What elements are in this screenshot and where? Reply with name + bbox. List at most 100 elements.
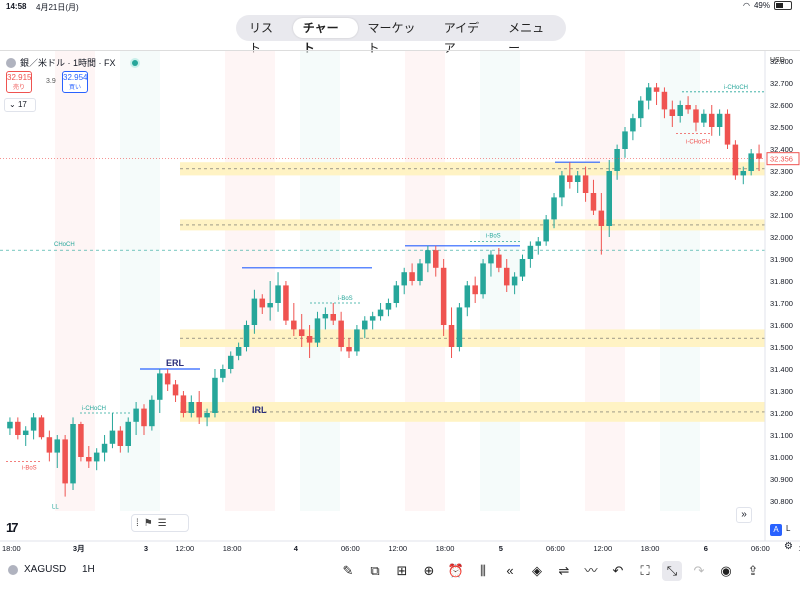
drawing-toolbar[interactable]: ⁞ ⚑ ☰ <box>131 514 189 532</box>
status-bar: 14:58 4月21日(月) ◠ 49% <box>0 0 800 14</box>
candle-body <box>456 307 463 347</box>
time-tick: 12:00 <box>388 544 407 553</box>
price-tick: 31.800 <box>770 277 793 286</box>
fullscreen-icon[interactable]: ⛶ <box>640 563 650 578</box>
candle-body <box>425 250 431 264</box>
i-choch-label: i-CHoCH <box>724 85 748 91</box>
candle-body <box>212 377 218 413</box>
indicator-collapse-button[interactable]: ⌄ 17 <box>4 98 36 112</box>
nav-tab-4[interactable]: メニュー <box>508 21 545 55</box>
candle-body <box>598 210 605 226</box>
nav-tab-1[interactable]: チャート <box>292 18 358 55</box>
price-chart[interactable]: ERL IRL CHoCH i-CHoCH i-BoS i-BoS i-BoS i-CHoCH… <box>0 51 800 556</box>
candle-body <box>267 303 273 308</box>
erl-label: ERL <box>166 358 185 368</box>
candle-body <box>125 421 131 446</box>
status-date: 4月21日(月) <box>36 3 79 12</box>
candle-body <box>606 171 612 226</box>
candle-body <box>685 105 691 110</box>
interval-button[interactable]: 1H <box>82 564 95 575</box>
candle-body <box>7 421 13 429</box>
price-tick: 32.200 <box>770 189 793 198</box>
undo-icon[interactable]: ↶ <box>612 563 624 578</box>
auto-scale-button[interactable]: A <box>770 524 782 536</box>
price-tick: 30.800 <box>770 497 793 506</box>
candle-body <box>78 424 84 457</box>
i-bos-label: i-BoS <box>338 296 353 302</box>
nav-tab-2[interactable]: マーケット <box>367 21 416 55</box>
pen-icon[interactable]: ✎ <box>342 563 354 578</box>
candle-body <box>322 314 329 319</box>
candle-body <box>188 402 195 413</box>
nav-tab-0[interactable]: リスト <box>249 21 274 55</box>
rewind-icon[interactable]: « <box>506 563 514 578</box>
time-tick: 12:00 <box>798 544 800 553</box>
price-tick: 32.400 <box>770 145 793 154</box>
candle-body <box>503 267 510 286</box>
candle-body <box>243 325 250 347</box>
indicator-count: 17 <box>17 100 27 109</box>
price-tick: 30.900 <box>770 475 793 484</box>
bottom-symbol-label: XAGUSD <box>24 564 67 575</box>
drag-handle-icon[interactable]: ⁞ <box>136 517 139 529</box>
candle-body <box>15 421 21 435</box>
grid-icon[interactable]: ⊞ <box>396 563 408 578</box>
price-tick: 31.400 <box>770 365 793 374</box>
price-tick: 31.200 <box>770 409 793 418</box>
candles-icon[interactable]: ⫼ <box>480 563 486 578</box>
candle-body <box>196 402 202 418</box>
candle-body <box>527 245 534 259</box>
sell-button[interactable]: 32.915 売り <box>6 71 32 93</box>
lines-settings-icon[interactable]: ☰ <box>157 517 167 529</box>
lightbulb-icon[interactable]: ◉ <box>720 563 732 578</box>
chart-type-icon[interactable]: ⧉ <box>370 563 380 578</box>
chart-area[interactable]: ERL IRL CHoCH i-CHoCH i-BoS i-BoS i-BoS i-CHoCH… <box>0 50 800 555</box>
bottom-symbol[interactable]: XAGUSD <box>8 564 66 575</box>
plus-circle-icon[interactable]: ⊕ <box>423 563 435 578</box>
price-tick: 31.300 <box>770 387 793 396</box>
candle-body <box>669 109 676 116</box>
candle-body <box>362 320 368 330</box>
price-tick: 31.500 <box>770 343 793 352</box>
collapse-icon[interactable]: ⤡ <box>662 561 682 581</box>
candle-body <box>511 276 518 286</box>
log-scale-button[interactable]: L <box>786 524 791 533</box>
drawing-icon[interactable]: 〰 <box>584 563 598 578</box>
alarm-icon[interactable]: ⏰ <box>447 563 465 578</box>
chevron-down-icon: ⌄ <box>9 100 16 109</box>
candle-body <box>93 452 100 462</box>
flag-pin-icon[interactable]: ⚑ <box>143 517 153 529</box>
candle-body <box>622 131 628 149</box>
share-icon[interactable]: ⇪ <box>747 563 759 578</box>
candle-body <box>472 285 478 295</box>
price-tick: 32.000 <box>770 233 793 242</box>
candle-body <box>574 175 581 182</box>
settings-gear-icon[interactable]: ⚙ <box>784 541 793 552</box>
candle-body <box>693 109 699 123</box>
candle-body <box>480 263 486 295</box>
layers-icon[interactable]: ◈ <box>532 563 542 578</box>
tradingview-logo-icon: 17 <box>6 520 19 535</box>
symbol-header[interactable]: 銀／米ドル · 1時間 · FX <box>6 56 138 69</box>
status-time: 14:58 <box>6 2 27 11</box>
candle-body <box>117 430 124 446</box>
price-tick: 32.300 <box>770 167 793 176</box>
battery-icon <box>774 1 792 10</box>
scroll-right-button[interactable]: » <box>736 507 752 523</box>
currency-label[interactable]: USD <box>770 57 785 64</box>
time-tick: 5 <box>499 544 503 553</box>
sliders-icon[interactable]: ⇌ <box>558 563 570 578</box>
candle-body <box>86 457 92 462</box>
buy-button[interactable]: 32.954 買い <box>62 71 88 93</box>
ll-label: LL <box>52 505 59 511</box>
price-tick: 31.600 <box>770 321 793 330</box>
candle-body <box>488 254 494 264</box>
price-tick: 32.700 <box>770 79 793 88</box>
symbol-flag-icon <box>6 57 16 68</box>
time-tick: 3 <box>144 544 148 553</box>
i-bos-label: i-BoS <box>22 465 37 471</box>
session-band <box>585 51 625 511</box>
time-tick: 12:00 <box>593 544 612 553</box>
nav-tab-3[interactable]: アイデア <box>443 21 480 55</box>
redo-icon[interactable]: ↷ <box>693 563 705 578</box>
